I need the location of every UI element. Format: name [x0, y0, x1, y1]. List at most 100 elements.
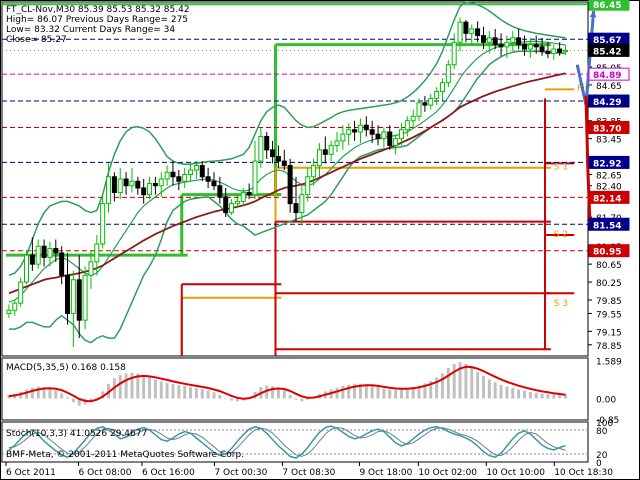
price-level-tag-label: 84.89: [593, 71, 621, 81]
macd-histogram-bar: [464, 363, 468, 399]
macd-histogram-bar: [335, 387, 339, 399]
macd-histogram-bar: [481, 375, 485, 399]
time-tick-label: 9 Oct 18:00: [359, 468, 412, 478]
pane-frame-1: [1, 1, 589, 357]
macd-histogram-bar: [417, 385, 421, 399]
macd-label: MACD(5,35,5) 0.168 0.158: [6, 363, 126, 373]
bollinger-upper-line: [8, 1, 566, 277]
macd-histogram-bar: [452, 363, 456, 399]
candle-body: [275, 156, 281, 162]
candle-body: [316, 149, 322, 167]
candle-body: [387, 131, 393, 146]
price-tick-label: 83.45: [596, 136, 622, 146]
macd-tick-label: 0.00: [596, 396, 616, 406]
candle-body: [123, 178, 129, 187]
candle-body: [35, 245, 41, 265]
macd-histogram-bar: [394, 389, 398, 399]
candle-body: [24, 254, 30, 283]
candle-body: [340, 133, 346, 142]
macd-histogram-bar: [552, 394, 556, 399]
price-level-tag: [588, 190, 630, 204]
macd-histogram-bar: [306, 398, 310, 400]
macd-histogram-bar: [411, 387, 415, 399]
macd-histogram-bar: [546, 394, 550, 399]
candle-body: [217, 185, 223, 198]
macd-histogram-bar: [300, 398, 304, 402]
pivot-label: Piv: [577, 84, 591, 94]
macd-histogram-bar: [446, 368, 450, 399]
candle-body: [451, 41, 457, 66]
stoch-tick-label: 0: [596, 459, 602, 469]
macd-tick-label: -0.85: [596, 416, 619, 426]
candle-body: [445, 64, 451, 84]
candle-body: [258, 135, 264, 162]
candle-body: [346, 129, 352, 135]
candle-body: [328, 144, 334, 155]
time-tick-label: 10 Oct 18:30: [554, 468, 613, 478]
candle-body: [533, 44, 539, 48]
candle-body: [463, 21, 469, 34]
candle-body: [510, 37, 516, 43]
candle-body: [59, 252, 65, 276]
macd-histogram-bar: [60, 393, 64, 399]
price-level-tag: [588, 120, 630, 134]
chart-header-line: FT_CL-Nov,M30 85.39 85.53 85.32 85.42: [6, 5, 190, 15]
macd-histogram-bar: [95, 397, 99, 399]
macd-histogram-bar: [177, 385, 181, 399]
stoch-tick-label: 80: [596, 427, 608, 437]
macd-histogram-bar: [517, 389, 521, 399]
candle-body: [469, 28, 475, 34]
candle-body: [229, 203, 235, 214]
macd-histogram-bar: [440, 373, 444, 399]
candle-body: [223, 196, 229, 214]
macd-histogram-bar: [200, 389, 204, 399]
candle-body: [504, 41, 510, 48]
price-tick-label: 80.25: [596, 279, 622, 289]
chart-header-line: High= 86.07 Previous Days Range= 275: [6, 15, 188, 25]
macd-histogram-bar: [71, 398, 75, 403]
price-tick-label: 79.15: [596, 328, 622, 338]
time-tick-label: 6 Oct 08:00: [79, 468, 132, 478]
macd-histogram-bar: [48, 388, 52, 399]
stoch-tick-label: 100: [596, 419, 613, 429]
macd-histogram-bar: [435, 377, 439, 399]
macd-histogram-bar: [101, 391, 105, 399]
candle-body: [480, 35, 486, 43]
candle-body: [117, 178, 123, 193]
candle-body: [322, 149, 328, 155]
macd-histogram-bar: [189, 387, 193, 399]
price-tick-label: 82.40: [596, 183, 622, 193]
macd-histogram-bar: [165, 382, 169, 399]
macd-histogram-bar: [153, 379, 157, 399]
macd-histogram-bar: [89, 398, 93, 402]
macd-histogram-bar: [54, 390, 58, 399]
macd-histogram-bar: [148, 377, 152, 399]
macd-histogram-bar: [36, 386, 40, 399]
candle-body: [88, 261, 94, 276]
candle-body: [562, 49, 568, 53]
macd-histogram-bar: [7, 394, 11, 399]
candle-body: [375, 133, 381, 140]
price-level-tag-label: 85.67: [593, 36, 621, 46]
price-level-tag: [588, 0, 630, 11]
macd-histogram-bar: [265, 385, 269, 399]
candle-body: [422, 102, 428, 106]
arrow-head: [589, 10, 597, 18]
bollinger-lower-line: [8, 50, 566, 344]
candle-body: [334, 140, 340, 146]
candle-body: [381, 131, 387, 140]
price-level-tag: [588, 67, 630, 81]
candle-body: [234, 200, 240, 205]
price-tick-label: 80.65: [596, 261, 622, 271]
candle-body: [199, 165, 205, 178]
candle-body: [47, 247, 53, 258]
candle-body: [311, 165, 317, 178]
candle-body: [152, 182, 158, 187]
stoch-label: Stoch(10,3,3) 41.0526 29.4677: [6, 429, 147, 439]
candle-body: [486, 37, 492, 43]
macd-histogram-bar: [358, 383, 362, 399]
candle-body: [193, 165, 199, 171]
stoch-tick-label: 20: [596, 451, 608, 461]
macd-histogram-bar: [376, 387, 380, 399]
